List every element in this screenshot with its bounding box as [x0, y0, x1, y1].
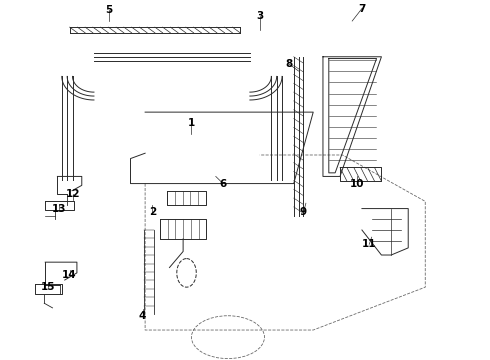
Text: 2: 2 — [149, 207, 156, 217]
Text: 5: 5 — [105, 5, 112, 15]
Text: 11: 11 — [362, 239, 376, 249]
Text: 7: 7 — [358, 4, 366, 14]
Text: 3: 3 — [256, 11, 263, 21]
Text: 1: 1 — [188, 118, 195, 128]
Text: 9: 9 — [300, 207, 307, 217]
Text: 14: 14 — [62, 270, 77, 280]
Text: 10: 10 — [350, 179, 364, 189]
Text: 6: 6 — [220, 179, 227, 189]
Text: 8: 8 — [285, 59, 293, 69]
Text: 13: 13 — [51, 203, 66, 213]
Text: 15: 15 — [40, 282, 55, 292]
Text: 4: 4 — [139, 311, 147, 321]
Text: 12: 12 — [66, 189, 81, 199]
